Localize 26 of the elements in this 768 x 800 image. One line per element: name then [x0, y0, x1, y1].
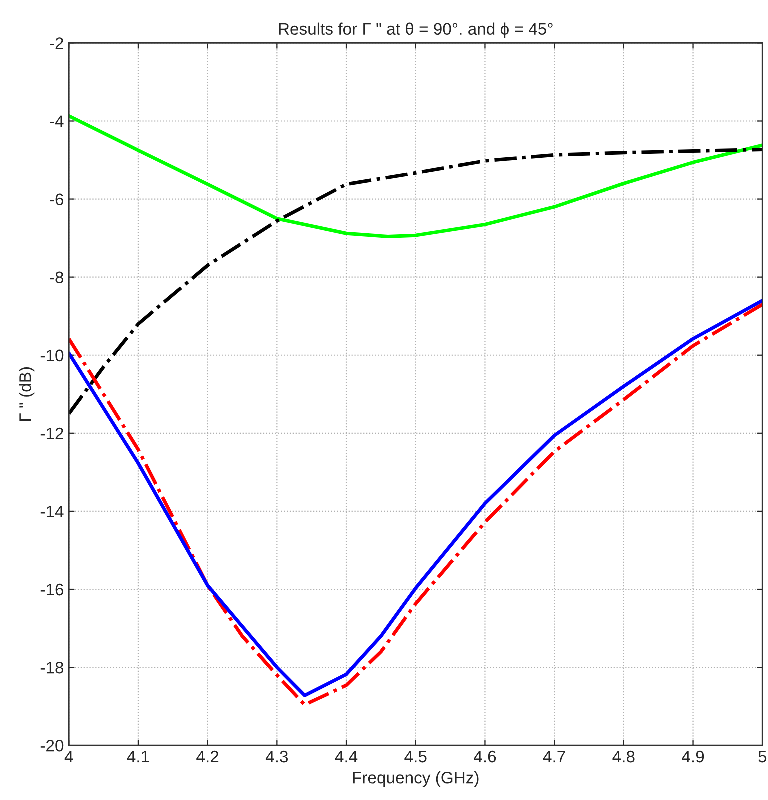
y-tick-label: -6 — [50, 194, 64, 206]
x-tick-label: 4.2 — [196, 750, 219, 763]
y-tick-label: -12 — [40, 428, 64, 440]
x-tick-label: 4.9 — [682, 750, 704, 763]
y-tick-label: -20 — [40, 740, 64, 752]
y-tick-label: -4 — [50, 116, 64, 128]
line-series — [69, 148, 763, 416]
y-axis-title: Γ " (dB) — [19, 368, 35, 421]
y-tick-label: -18 — [40, 662, 64, 674]
x-tick-label: 4.8 — [612, 750, 635, 763]
x-tick-label: 4.7 — [543, 751, 566, 763]
x-tick-label: 4.6 — [474, 750, 496, 763]
line-series — [69, 114, 763, 238]
chart-title: Results for Γ " at θ = 90°. and ϕ = 45° — [279, 22, 553, 38]
y-tick-label: -2 — [50, 38, 64, 50]
y-tick-label: -10 — [40, 350, 64, 362]
x-tick-label: 4.4 — [335, 751, 358, 763]
y-tick-label: -16 — [40, 584, 64, 596]
x-tick-label: 4 — [64, 751, 74, 763]
y-tick-label: -14 — [40, 506, 64, 518]
x-tick-label: 4.1 — [127, 751, 150, 763]
x-tick-label: 4.5 — [404, 751, 427, 763]
x-axis-title: Frequency (GHz) — [353, 772, 479, 788]
x-tick-label: 5 — [758, 751, 767, 763]
y-tick-label: -8 — [50, 272, 64, 284]
x-tick-label: 4.3 — [266, 750, 288, 763]
